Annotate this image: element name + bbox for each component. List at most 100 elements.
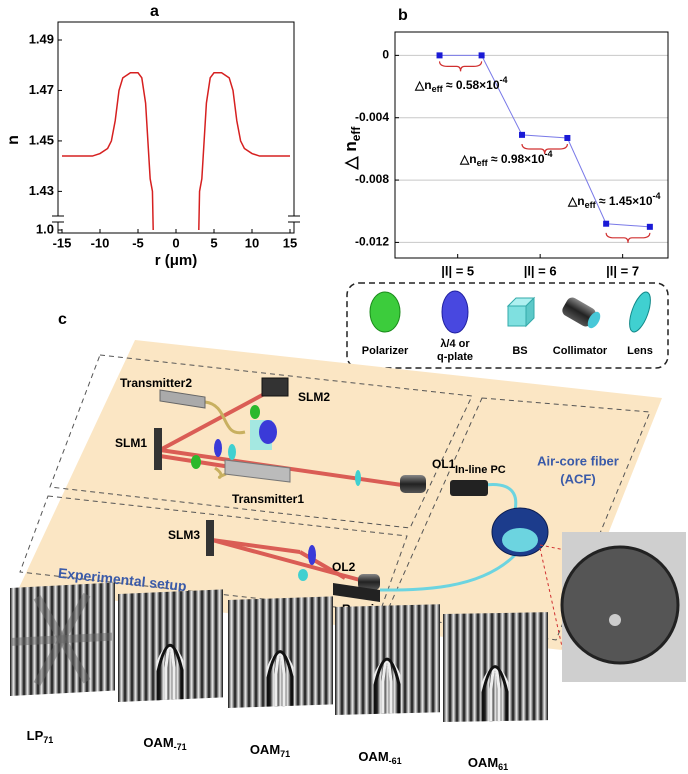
data-line [439,54,650,228]
setup-background [18,340,662,650]
y-tick-label: -0.012 [355,235,389,249]
panel-label: a [150,3,159,20]
hologram-sub: 71 [280,749,290,759]
hologram [443,612,548,722]
hologram [228,596,333,708]
slm3 [206,520,214,556]
ol2 [358,574,380,590]
annotation-delta: △n [567,194,585,208]
hologram-lobe [33,595,66,642]
hologram-fork [156,643,184,701]
annotation-sub: eff [477,158,489,168]
legend-label: Lens [627,345,653,357]
legend-label: Collimator [553,345,608,357]
hologram [10,582,115,696]
hologram-lobe [12,635,62,646]
axis-break-gap [52,216,64,222]
plot-frame [57,21,295,234]
transmitter2 [159,389,206,409]
hologram-sub: 61 [498,762,508,772]
legend-label: q-plate [437,351,473,363]
lens [298,569,308,581]
y-tick-label: 1.49 [29,31,54,46]
x-tick-label: 10 [245,235,259,250]
fiber-spool-core [502,528,538,552]
hologram-label: LP71 [27,728,54,745]
annotation-sub: eff [585,200,597,210]
y-axis-label-sub: eff [349,126,363,142]
x-tick-label: |l| = 6 [524,263,557,278]
y-tick-label: 0 [382,48,389,62]
lens [355,470,361,486]
slm1 [154,428,162,470]
hologram-name: OAM [468,755,498,770]
waveplate-icon [441,290,469,334]
hologram-label: OAM-61 [358,749,401,766]
hologram-fork [481,665,509,722]
polarizer [191,455,201,469]
polarizer-icon [369,291,401,333]
waveplate [214,439,222,457]
hologram-name: OAM [358,749,388,764]
collimator-icon [562,297,601,329]
setup-label: SLM1 [115,436,147,450]
data-point [519,131,526,138]
y-axis-label: n [5,135,22,145]
annotation-delta: △n [459,152,477,166]
setup-label: (ACF) [560,471,595,486]
polarizer [250,405,260,419]
y-tick-label: -0.004 [355,110,389,124]
setup-label: SLM3 [168,528,200,542]
annotation-exp: -4 [653,191,661,201]
lens-icon [629,291,651,333]
setup-diagram: Transmitter2 SLM2 SLM1 Transmitter1 OL1 … [18,340,686,682]
legend-label: Polarizer [362,345,409,357]
hologram-lobe [58,592,91,642]
hologram-name: OAM [143,735,173,750]
waveplate [259,420,277,444]
setup-label: Transmitter2 [120,376,192,390]
hologram-label: OAM61 [468,755,508,772]
plot-frame [394,31,669,259]
legend-frame [346,282,669,369]
hologram [335,604,440,715]
bs-icon [506,296,536,328]
tx-box [49,354,473,529]
annotation: △neff ≈ 1.45×10-4 [567,191,661,210]
setup-label: OL2 [332,560,356,574]
panel-label: b [398,7,408,24]
hologram-fork [266,650,294,707]
fiber-photo-cladding [560,545,680,665]
axis-break-gap [288,216,300,222]
y-tick-label: 1.45 [29,132,54,147]
y-tick-label: -0.008 [355,172,389,186]
x-tick-label: |l| = 7 [606,263,639,278]
y-axis-label: △ neff [341,126,363,171]
ol1 [400,475,426,493]
setup-label: Transmitter1 [232,492,304,506]
data-point [436,52,443,59]
y-tick-label: 1.43 [29,183,54,198]
hologram-label: OAM71 [250,742,290,759]
annotation-exp: -4 [545,149,553,159]
annotation: △neff ≈ 0.98×10-4 [459,149,553,168]
hologram-lobe [62,632,112,644]
data-point [603,220,610,227]
hologram-sub: -61 [389,756,402,766]
slm2 [261,377,289,397]
transmitter1 [224,459,291,483]
hologram [118,589,223,702]
bracket [521,143,568,155]
x-tick-label: -5 [132,235,144,250]
legend-label: BS [512,345,527,357]
data-point [646,223,653,230]
inline-pc [450,480,488,496]
hologram-label: OAM-71 [143,735,186,752]
annotation-delta: △n [414,78,432,92]
lens [228,444,236,460]
hologram-lobe [58,637,91,684]
hologram-sub: -71 [174,742,187,752]
component-legend: Polarizer λ/4 or q-plate BS Collimator L… [346,282,669,369]
holograms: LP71 OAM-71 OAM71 OAM-61 OAM61 [10,582,548,772]
data-point [478,52,485,59]
